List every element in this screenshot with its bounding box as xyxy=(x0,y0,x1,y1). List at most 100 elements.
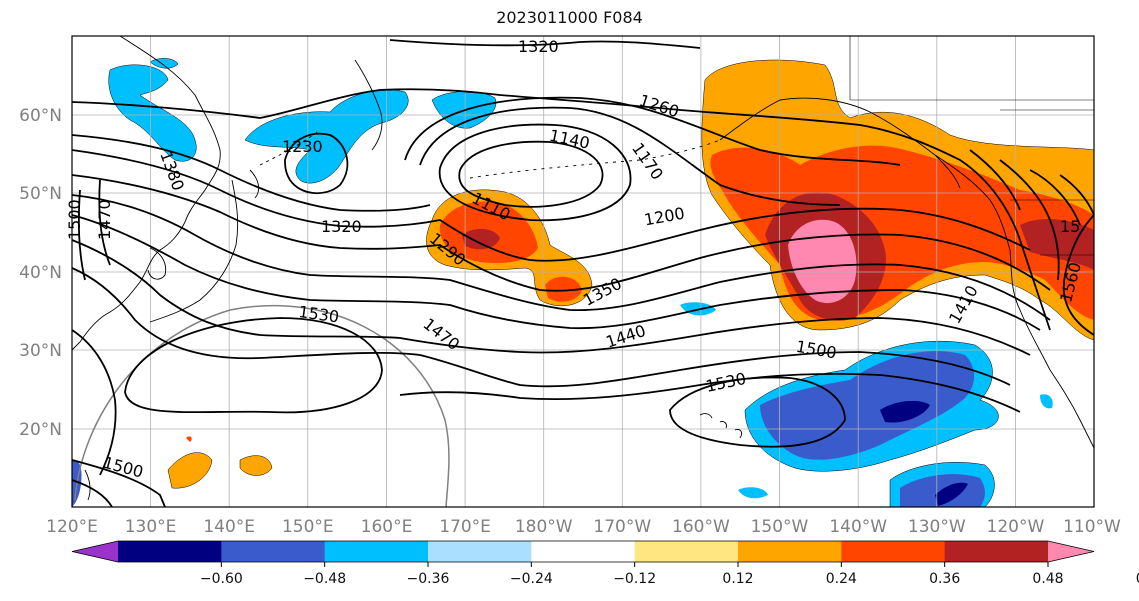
lon-label: 160°W xyxy=(672,517,730,537)
colorbar-tick-label: −0.60 xyxy=(200,571,243,587)
lon-label: 130°W xyxy=(908,517,966,537)
colorbar-segment xyxy=(944,541,1049,562)
lon-label: 180°W xyxy=(515,517,573,537)
colorbar-segment xyxy=(118,541,222,562)
contour-1410 xyxy=(71,214,1041,331)
colorbar-tick-label: 0.60 xyxy=(1136,571,1139,587)
coast-kamchatka xyxy=(354,59,383,151)
contour-1290-b xyxy=(404,96,901,166)
pos-area-w3 xyxy=(186,436,192,442)
neg-area-core xyxy=(880,400,930,423)
contour-1530-b xyxy=(669,376,846,448)
pos-area-w2 xyxy=(239,455,273,476)
map-title: 2023011000 F084 xyxy=(496,8,643,27)
neg-area-south-core xyxy=(935,482,968,506)
coast-hawaii xyxy=(699,413,743,439)
map-panel: 1320 1260 1140 1170 1230 1380 1500 1470 … xyxy=(65,35,1095,508)
neg-area-siberia-n xyxy=(149,58,179,69)
reference-circle xyxy=(74,304,450,508)
colorbar-segment xyxy=(634,541,739,562)
lon-label: 150°W xyxy=(751,517,809,537)
contour-1290-a xyxy=(71,134,431,212)
coast-asia xyxy=(71,35,221,351)
clabel: 1230 xyxy=(282,137,323,156)
clabel: 1500 xyxy=(65,199,84,240)
contour-1530-a xyxy=(124,317,383,414)
coast-na-interior xyxy=(849,36,1094,256)
lon-label: 140°E xyxy=(203,517,255,537)
contour-1440 xyxy=(71,239,1031,356)
pos-area-central-core xyxy=(462,228,500,250)
lat-label: 40°N xyxy=(19,263,62,283)
lon-label: 150°E xyxy=(282,517,334,537)
contour-1380 xyxy=(71,194,1051,321)
contour-1560 xyxy=(1062,214,1095,336)
neg-area-dot2 xyxy=(738,487,768,499)
contour-1470-west xyxy=(98,179,111,266)
coast-aleutians xyxy=(469,139,721,179)
lon-label: 120°W xyxy=(987,517,1045,537)
colorbar-tick-label: −0.36 xyxy=(407,571,450,587)
lat-label: 20°N xyxy=(19,420,62,440)
neg-area-siberia xyxy=(108,64,197,162)
colorbar-tick-label: −0.24 xyxy=(510,571,553,587)
lon-label: 110°W xyxy=(1063,517,1121,537)
contour-1320 xyxy=(71,149,1031,262)
colorbar-tick-label: 0.48 xyxy=(1032,571,1063,587)
contour-east-4 xyxy=(1059,174,1095,216)
height-contours xyxy=(71,39,1095,508)
colorbar-tick-label: −0.48 xyxy=(303,571,346,587)
colorbar-tick-label: −0.12 xyxy=(613,571,656,587)
latitude-labels: 20°N 30°N 40°N 50°N 60°N xyxy=(19,106,62,440)
contour-1260 xyxy=(71,88,1051,331)
coast-korea xyxy=(147,247,167,280)
lon-label: 120°E xyxy=(46,517,98,537)
colorbar-segment xyxy=(531,541,636,562)
colorbar: −0.60 −0.48 −0.36 −0.24 −0.12 0.12 0.24 0.36 0.4… xyxy=(71,540,1139,587)
clabel: 1470 xyxy=(95,199,114,240)
lat-label: 50°N xyxy=(19,184,62,204)
coast-japan xyxy=(149,179,239,323)
contour-1230 xyxy=(284,132,349,194)
contour-1200 xyxy=(419,106,841,206)
coast-japan-n xyxy=(249,169,260,199)
colorbar-segment xyxy=(738,541,842,562)
colorbar-tick-label: 0.36 xyxy=(929,571,960,587)
coast-philippines xyxy=(84,469,91,501)
contour-1170 xyxy=(438,123,632,222)
colorbar-tick-label: 0.12 xyxy=(722,571,753,587)
lon-label: 170°W xyxy=(593,517,651,537)
neg-area-dot3 xyxy=(1040,394,1053,409)
colorbar-extend-max xyxy=(1048,541,1094,562)
contour-east-2 xyxy=(999,159,1060,281)
contour-1140 xyxy=(458,140,604,208)
contour-east-1 xyxy=(969,149,1021,211)
contour-1500-west xyxy=(77,189,86,281)
colorbar-segment xyxy=(221,541,326,562)
coast-baja xyxy=(1049,369,1095,449)
pos-area-alaska-max xyxy=(788,219,857,304)
clabel: 1320 xyxy=(321,217,362,236)
contour-1500 xyxy=(71,329,117,476)
contour-1350 xyxy=(71,174,1051,292)
lon-label: 170°E xyxy=(439,517,491,537)
colorbar-segment xyxy=(428,541,532,562)
lon-label: 140°W xyxy=(829,517,887,537)
lat-label: 30°N xyxy=(19,341,62,361)
coast-alaska xyxy=(719,97,1051,371)
colorbar-segment xyxy=(841,541,946,562)
colorbar-outline xyxy=(71,540,1095,563)
contour-1500-sw xyxy=(71,459,166,508)
contour-east-3 xyxy=(1029,169,1081,226)
clabel: 1320 xyxy=(518,37,559,56)
clabel: 15 xyxy=(1060,217,1080,236)
coastlines xyxy=(71,35,1095,501)
contour-1320-n xyxy=(389,39,701,49)
pos-area-central-e xyxy=(545,276,582,302)
contour-1470-a xyxy=(71,267,1011,388)
neg-area-subtropical-inner xyxy=(760,351,975,460)
coast-bc xyxy=(934,154,961,189)
longitude-labels: 120°E 130°E 140°E 150°E 160°E 170°E 180°… xyxy=(46,517,1121,537)
lon-label: 160°E xyxy=(361,517,413,537)
